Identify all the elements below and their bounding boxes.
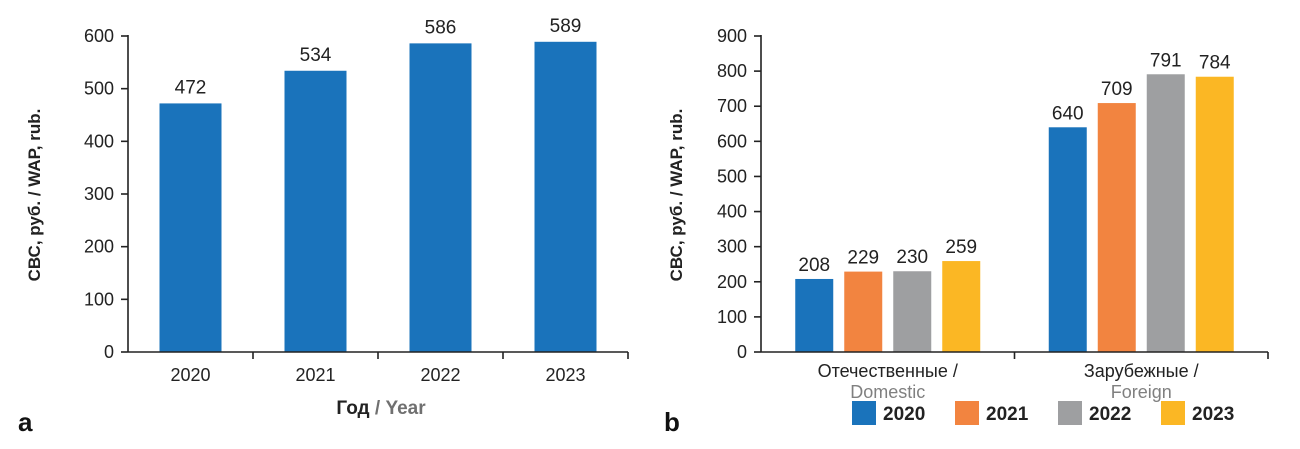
chart-b-x-ticks: Отечественные /Domestic Зарубежные /Forei… bbox=[818, 352, 1269, 402]
chart-b-legend-swatch bbox=[1058, 401, 1082, 425]
chart-b-data-label: 784 bbox=[1199, 53, 1231, 74]
chart-b-data-label: 208 bbox=[798, 255, 830, 276]
chart-b-y-tick-label: 400 bbox=[717, 202, 747, 222]
chart-a-y-axis-label: СВС, руб. / WAP, rub. bbox=[25, 109, 44, 282]
chart-b-data-label: 640 bbox=[1052, 103, 1084, 124]
chart-b-y-tick-label: 600 bbox=[717, 131, 747, 151]
chart-b-data-label: 229 bbox=[847, 248, 879, 269]
chart-a-x-tick-label: 2022 bbox=[420, 365, 460, 385]
chart-b-legend-label: 2020 bbox=[883, 404, 925, 425]
chart-a-x-axis-label: Год / Year bbox=[336, 398, 426, 419]
chart-a-data-label: 472 bbox=[175, 77, 207, 98]
chart-b-y-tick-label: 200 bbox=[717, 272, 747, 292]
chart-a-x-axis-label-ru: Год bbox=[336, 398, 369, 419]
chart-a-bar bbox=[534, 41, 597, 352]
chart-a-y-tick-label: 0 bbox=[104, 342, 114, 362]
chart-b-bar bbox=[1146, 74, 1185, 352]
chart-b-bar bbox=[1097, 103, 1136, 352]
chart-b-data-label: 791 bbox=[1150, 50, 1182, 71]
chart-b-bars: 208 229 230 259 640 709 791 784 bbox=[795, 50, 1234, 353]
chart-b-bar bbox=[942, 261, 981, 352]
chart-b-y-ticks: 0 100 200 300 400 500 600 700 800 900 bbox=[717, 26, 761, 362]
chart-b-data-label: 230 bbox=[896, 247, 928, 268]
chart-a-bar bbox=[284, 70, 347, 352]
chart-b-legend-swatch bbox=[1161, 401, 1185, 425]
chart-b-legend: 2020 2021 2022 2023 bbox=[852, 401, 1234, 425]
chart-b-legend-label: 2022 bbox=[1089, 404, 1131, 425]
chart-a-data-label: 534 bbox=[300, 45, 332, 66]
chart-b-y-tick-label: 900 bbox=[717, 26, 747, 46]
chart-b-y-tick-label: 800 bbox=[717, 61, 747, 81]
chart-a-bars: 472 534 586 589 bbox=[159, 16, 597, 353]
chart-a-y-tick-label: 600 bbox=[84, 26, 114, 46]
chart-b-bar bbox=[844, 271, 883, 352]
panel-label-b: b bbox=[664, 407, 680, 437]
chart-b: СВС, руб. / WAP, rub. 0 100 200 300 400 500 60… bbox=[664, 26, 1269, 437]
chart-b-y-tick-label: 500 bbox=[717, 166, 747, 186]
chart-b-x-tick-label-en: Domestic bbox=[850, 382, 925, 402]
chart-b-x-tick-label-en: Foreign bbox=[1111, 382, 1172, 402]
chart-b-legend-swatch bbox=[852, 401, 876, 425]
chart-b-y-tick-label: 100 bbox=[717, 307, 747, 327]
panel-label-a: a bbox=[18, 407, 33, 437]
chart-a-bar bbox=[409, 43, 472, 353]
chart-b-x-tick-label-ru: Отечественные / bbox=[818, 361, 958, 381]
chart-a-y-ticks: 0 100 200 300 400 500 600 bbox=[84, 26, 128, 362]
chart-a-data-label: 589 bbox=[550, 16, 582, 37]
chart-b-data-label: 259 bbox=[945, 237, 977, 258]
chart-b-bar bbox=[893, 271, 932, 352]
chart-b-legend-label: 2021 bbox=[986, 404, 1029, 425]
chart-a-x-tick-label: 2020 bbox=[170, 365, 210, 385]
chart-b-y-tick-label: 300 bbox=[717, 237, 747, 257]
chart-b-x-tick-label-ru: Зарубежные / bbox=[1084, 361, 1199, 381]
chart-b-y-axis-label: СВС, руб. / WAP, rub. bbox=[667, 109, 686, 282]
chart-b-data-label: 709 bbox=[1101, 79, 1133, 100]
chart-a-x-ticks: 2020 2021 2022 2023 bbox=[170, 352, 629, 385]
chart-a-y-tick-label: 400 bbox=[84, 131, 114, 151]
chart-a-x-axis-label-en: Year bbox=[385, 398, 426, 419]
chart-a-data-label: 586 bbox=[425, 17, 457, 38]
chart-a-y-tick-label: 100 bbox=[84, 289, 114, 309]
chart-a-y-tick-label: 300 bbox=[84, 184, 114, 204]
chart-b-legend-swatch bbox=[955, 401, 979, 425]
chart-a-y-tick-label: 200 bbox=[84, 237, 114, 257]
chart-a-x-tick-label: 2023 bbox=[545, 365, 585, 385]
chart-a: СВС, руб. / WAP, rub. 0 100 200 300 400 500 60… bbox=[18, 16, 629, 437]
chart-b-bar bbox=[1195, 76, 1234, 353]
chart-b-legend-label: 2023 bbox=[1192, 404, 1234, 425]
chart-a-y-tick-label: 500 bbox=[84, 79, 114, 99]
chart-b-y-tick-label: 0 bbox=[737, 342, 747, 362]
chart-a-bar bbox=[159, 103, 222, 352]
chart-b-bar bbox=[1048, 127, 1087, 353]
chart-b-bar bbox=[795, 278, 834, 352]
chart-b-y-tick-label: 700 bbox=[717, 96, 747, 116]
chart-a-x-tick-label: 2021 bbox=[295, 365, 335, 385]
chart-a-x-axis-label-sep: / bbox=[370, 398, 386, 419]
